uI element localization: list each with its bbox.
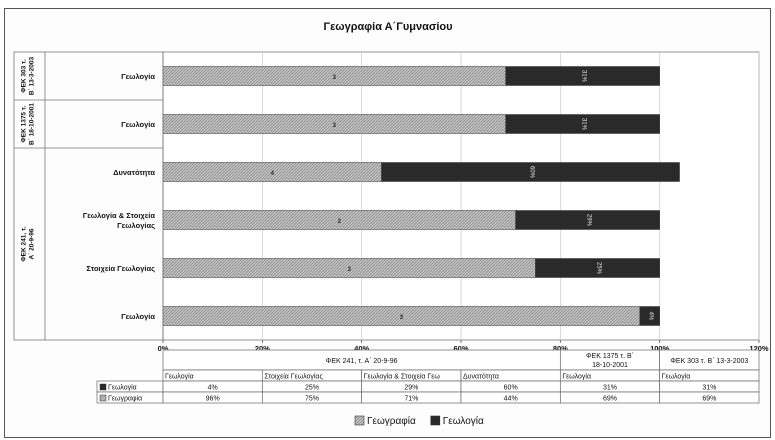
x-tick-label: 60% (453, 344, 468, 353)
bar-segment (505, 114, 660, 134)
table-cell-value: 29% (404, 385, 418, 392)
bar-data-label: 31% (581, 70, 587, 83)
table-cell-value: 4% (208, 385, 218, 392)
bar-data-label: 29% (586, 214, 592, 227)
category-labels: Γεωλογία Γεωλογία Δυνατότητα Γεωλογία & Στο… (13, 51, 164, 341)
category-label: Γεωλογία (121, 120, 155, 129)
table-group-header: ΦΕΚ 1375 τ. Β΄ (586, 353, 634, 360)
table-column-header: Δυνατότητα (463, 373, 499, 381)
legend: Γεωγραφία Γεωλογία (354, 415, 484, 427)
table-column-header: Γεωλογία & Στοιχεία Γεω (364, 373, 441, 381)
bar-data-label: 4% (648, 312, 654, 321)
group-label: Β΄ 13-3-2003 (29, 56, 36, 95)
bar-data-label: 31% (581, 118, 587, 131)
category-label: Γεωλογία (121, 312, 155, 321)
bar-data-label: 25% (596, 262, 602, 275)
category-label-box (13, 51, 164, 341)
table-cell (659, 391, 760, 404)
bar-data-label: 4 (271, 171, 275, 177)
table-row-name: Γεωγραφία (108, 395, 142, 403)
bar-segment (535, 258, 660, 278)
table-cell-value: 60% (504, 385, 518, 392)
table-group-header: 18-10-2001 (592, 362, 628, 369)
table-group-header: ΦΕΚ 241, τ. Α΄ 20-9-96 (326, 358, 398, 365)
group-label: Α΄ 20-9-96 (29, 228, 36, 259)
legend-swatch (354, 415, 365, 426)
x-tick-label: 80% (553, 344, 568, 353)
plot-area: 3 31% 3 31% 4 60% 2 29% 3 25% 3 4% (162, 51, 760, 341)
bar-segment (381, 162, 680, 182)
group-label: ΦΕΚ 241, τ. (21, 226, 28, 262)
category-label: Γεωλογίας (117, 221, 155, 230)
x-tick-label: 0% (158, 344, 169, 353)
table-cell-value: 71% (404, 396, 418, 403)
group-label: ΦΕΚ 303 τ. (21, 59, 28, 93)
group-label: Β΄ 18-10-2001 (29, 103, 36, 145)
table-column-header: Γεωλογία (562, 373, 591, 381)
x-tick-label: 40% (354, 344, 369, 353)
bar-data-label: 3 (348, 267, 352, 273)
table-group-header: ΦΕΚ 303 τ. Β΄ 13-3-2003 (670, 358, 748, 365)
group-label: ΦΕΚ 1375 τ. (21, 105, 28, 142)
bar-data-label: 3 (333, 75, 337, 81)
table-cell-value: 96% (206, 396, 220, 403)
category-label: Γεωλογία (121, 72, 155, 81)
legend-swatch (430, 415, 441, 426)
category-label: Στοιχεία Γεωλογίας (86, 264, 155, 273)
table-row-name: Γεωλογία (108, 384, 137, 392)
bar-segment (505, 66, 660, 86)
category-label: Δυνατότητα (113, 168, 155, 177)
bar-data-label: 2 (338, 219, 342, 225)
table-cell-value: 69% (702, 396, 716, 403)
table-row-swatch (99, 394, 107, 402)
table-cell-value: 31% (603, 385, 617, 392)
x-tick-label: 120% (749, 344, 769, 353)
legend-label: Γεωγραφία (367, 415, 416, 427)
table-column-header: Γεωλογία (662, 373, 691, 381)
legend-label: Γεωλογία (443, 415, 484, 427)
category-label: Γεωλογία & Στοιχεία (83, 211, 156, 220)
table-row-swatch (99, 383, 107, 391)
table-column-header: Γεωλογία (165, 373, 194, 381)
x-axis: 0% 20% 40% 60% 80% 100% 120% (158, 340, 769, 353)
x-tick-label: 100% (650, 344, 670, 353)
bar-segment (639, 306, 660, 326)
x-tick-label: 20% (255, 344, 270, 353)
table-cell-value: 75% (305, 396, 319, 403)
bar-data-label: 3 (400, 315, 404, 321)
table-column-header: Στοιχεία Γεωλογίας (264, 373, 323, 381)
bar-data-label: 3 (333, 123, 337, 129)
table-cell-value: 69% (603, 396, 617, 403)
table-cell-value: 44% (504, 396, 518, 403)
chart-title: Γεωγραφία Α΄Γυμνασίου (323, 21, 452, 33)
table-cell-value: 31% (702, 385, 716, 392)
table-cell-value: 25% (305, 385, 319, 392)
bar-data-label: 60% (529, 166, 535, 179)
bar-segment (515, 210, 660, 230)
data-table: ΦΕΚ 241, τ. Α΄ 20-9-96 ΦΕΚ 1375 τ. Β΄ 18-1… (96, 349, 760, 404)
